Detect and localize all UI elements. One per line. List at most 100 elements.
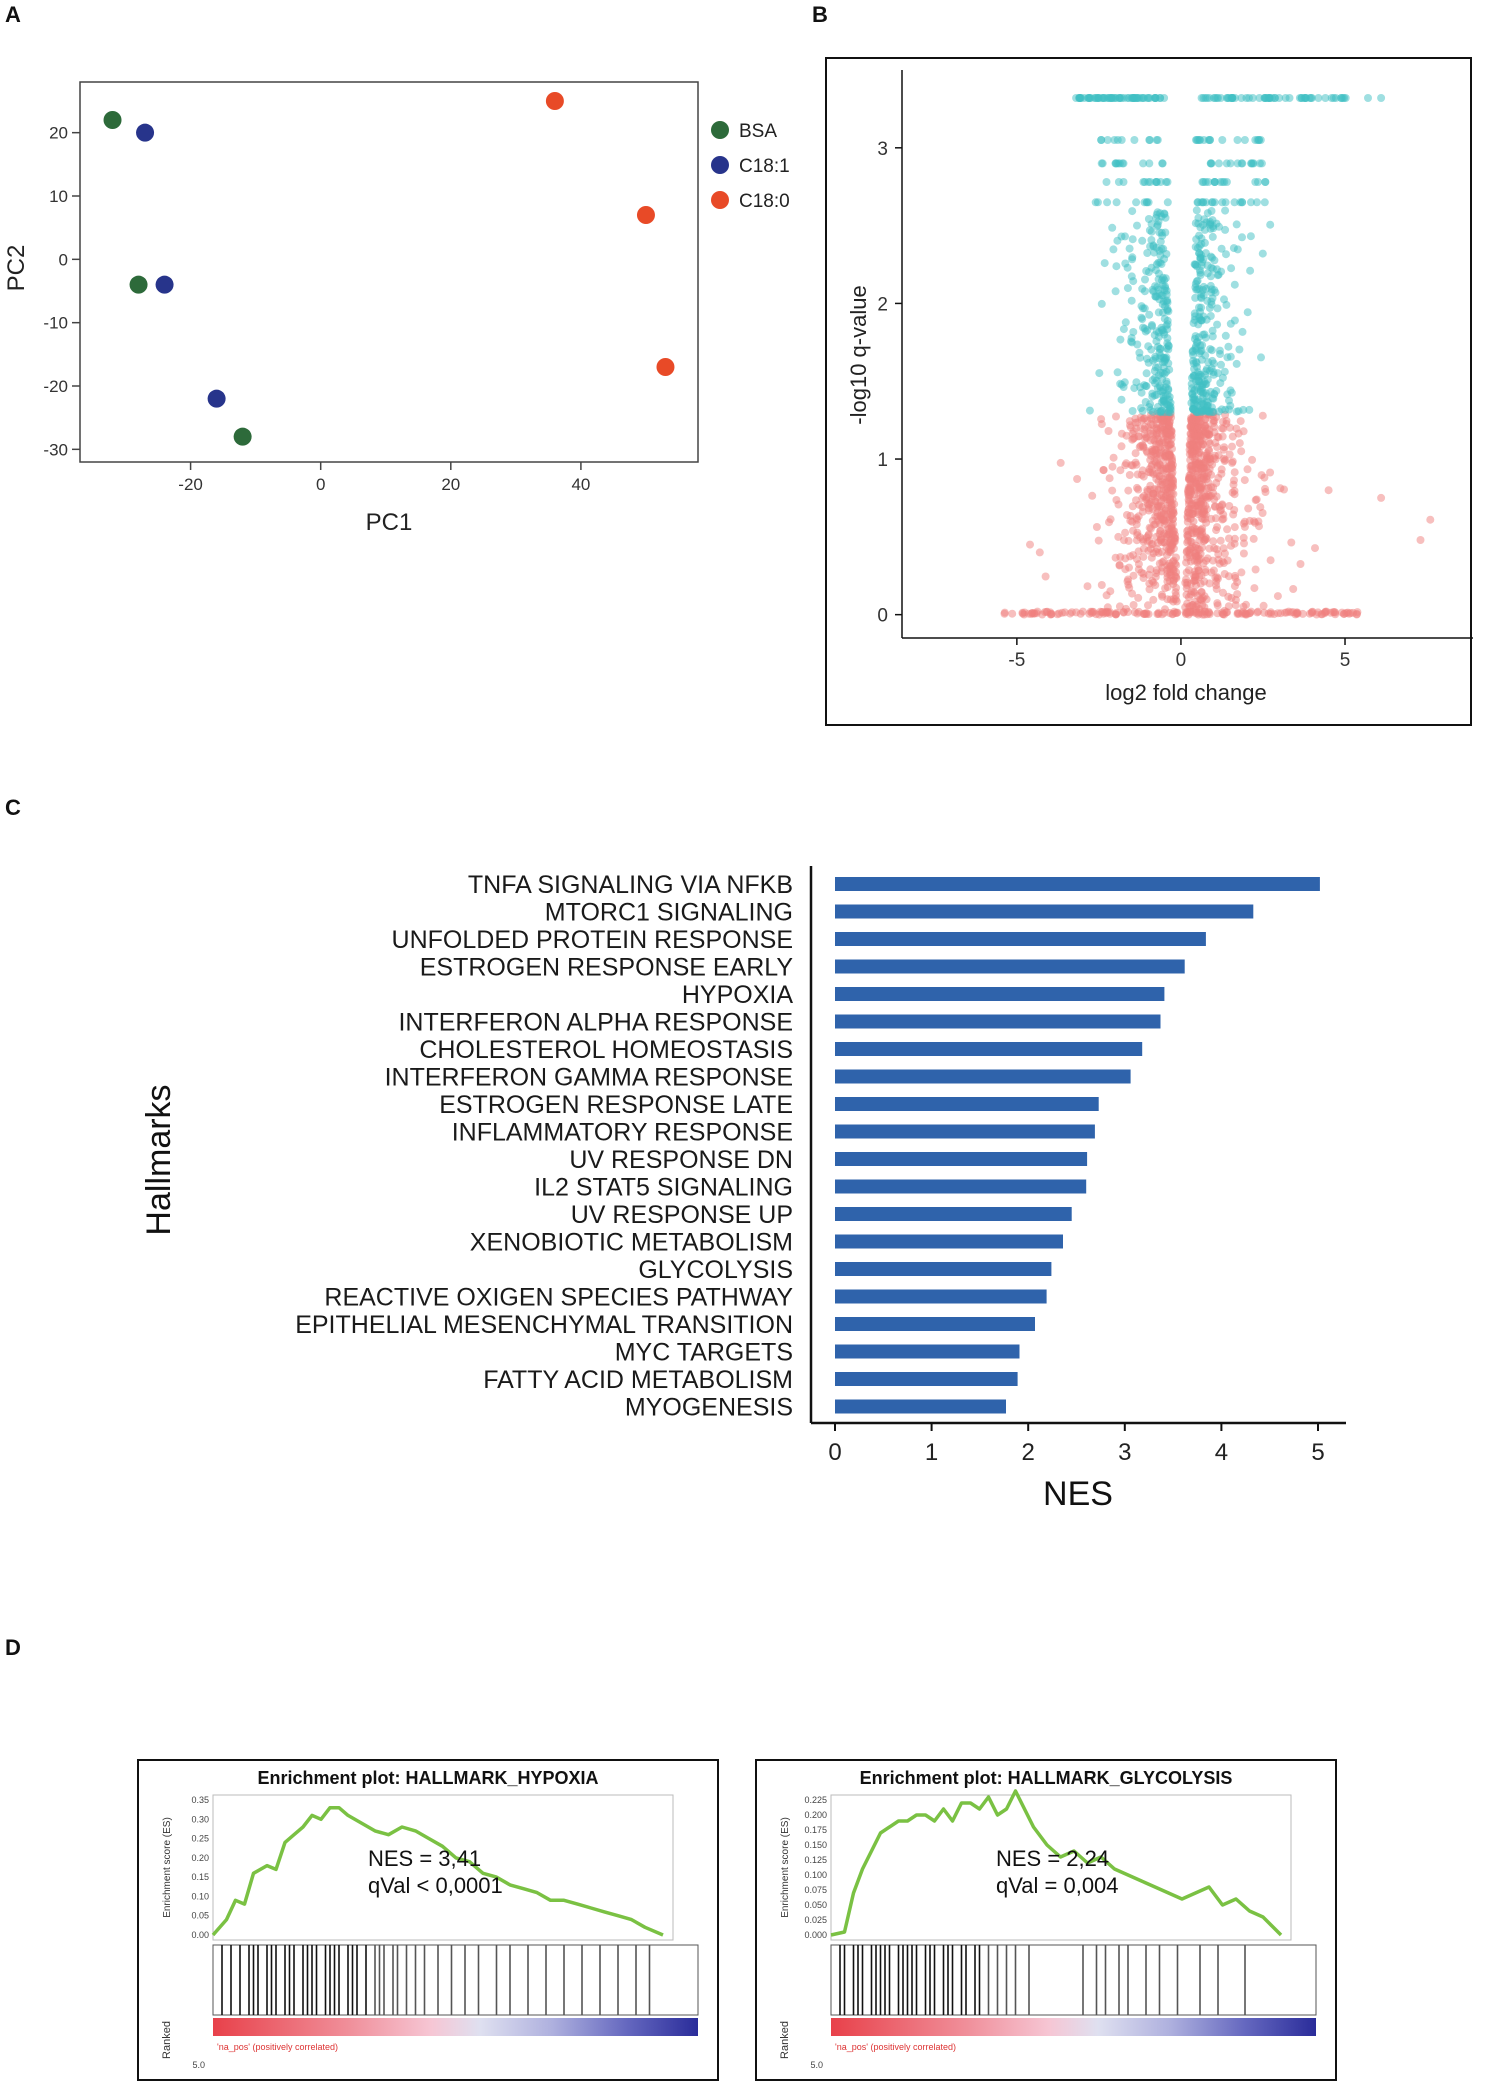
volcano-point-nonsig	[1116, 466, 1125, 475]
volcano-point-sig	[1214, 407, 1223, 416]
volcano-point-nonsig	[1236, 417, 1245, 426]
volcano-point-sig	[1075, 94, 1084, 102]
volcano-point-nonsig	[1072, 608, 1081, 617]
volcano-point-sig	[1158, 300, 1167, 309]
volcano-point-sig	[1129, 328, 1138, 336]
nes-bars	[835, 877, 1320, 1414]
volcano-point-sig	[1103, 136, 1112, 144]
volcano-point-nonsig	[1078, 607, 1087, 616]
volcano-point-sig	[1192, 377, 1200, 386]
nes-bar	[835, 1042, 1143, 1056]
nes-bar	[835, 1289, 1047, 1304]
volcano-point-nonsig	[1321, 608, 1330, 617]
nes-bar	[835, 904, 1254, 919]
volcano-point-nonsig	[1132, 536, 1141, 545]
panel-label-d: D	[5, 1635, 21, 1660]
volcano-point-sig	[1128, 94, 1137, 102]
volcano-point-sig	[1213, 320, 1222, 329]
volcano-point-sig	[1112, 262, 1121, 271]
volcano-point-sig	[1206, 252, 1215, 261]
pca-axis-ticks: -20 0 20 40 -30 -20 -10 0 10 20	[43, 124, 590, 494]
volcano-point-sig	[1163, 198, 1172, 207]
volcano-point-nonsig	[1280, 485, 1288, 494]
nes-bar	[835, 959, 1185, 974]
volcano-point-sig	[1152, 214, 1160, 222]
volcano-point-nonsig	[1147, 415, 1156, 424]
volcano-point-sig	[1197, 198, 1206, 207]
volcano-point-nonsig	[1234, 429, 1243, 438]
volcano-point-sig	[1192, 206, 1201, 215]
volcano-point-sig	[1147, 263, 1156, 272]
volcano-point-sig	[1204, 136, 1213, 144]
volcano-point-sig	[1103, 198, 1112, 207]
volcano-point-nonsig	[1042, 607, 1051, 616]
volcano-point-nonsig	[1123, 511, 1131, 519]
volcano-point-sig	[1163, 316, 1172, 325]
volcano-point-nonsig	[1129, 601, 1138, 609]
volcano-point-sig	[1257, 353, 1265, 362]
volcano-point-nonsig	[1296, 560, 1305, 568]
nes-category-label: GLYCOLYSIS	[638, 1256, 793, 1284]
volcano-point-sig	[1163, 305, 1172, 314]
volcano-point-nonsig	[1205, 544, 1214, 553]
volcano-point-sig	[1097, 159, 1106, 168]
volcano-point-nonsig	[1128, 461, 1137, 470]
volcano-point-sig	[1156, 344, 1165, 353]
pca-x-tick-label: -20	[178, 475, 203, 494]
volcano-point-nonsig	[1167, 521, 1176, 530]
volcano-point-sig	[1108, 223, 1117, 232]
volcano-point-sig	[1097, 136, 1106, 144]
volcano-point-sig	[1221, 225, 1230, 234]
volcano-point-sig	[1199, 388, 1208, 397]
volcano-point-nonsig	[1190, 423, 1199, 431]
nes-bar	[835, 1317, 1035, 1331]
nes-category-label: INTERFERON GAMMA RESPONSE	[385, 1064, 793, 1092]
volcano-point-nonsig	[1125, 417, 1134, 426]
volcano-point-nonsig	[1066, 609, 1075, 618]
volcano-point-nonsig	[1266, 556, 1275, 565]
volcano-point-nonsig	[1197, 464, 1206, 473]
pca-legend-label: C18:0	[739, 191, 790, 212]
volcano-point-sig	[1222, 250, 1230, 259]
volcano-point-sig	[1220, 295, 1228, 304]
volcano-point-sig	[1155, 269, 1163, 278]
volcano-point-nonsig	[1008, 609, 1017, 618]
volcano-point-sig	[1329, 94, 1338, 102]
glycolysis-es-box	[830, 1794, 1292, 1941]
volcano-point-nonsig	[1153, 493, 1162, 502]
nes-category-label: REACTIVE OXIGEN SPECIES PATHWAY	[324, 1284, 793, 1312]
volcano-point-nonsig	[1229, 510, 1238, 519]
volcano-point-nonsig	[1377, 493, 1386, 502]
volcano-point-sig	[1132, 378, 1141, 387]
volcano-point-nonsig	[1223, 608, 1232, 617]
volcano-points	[1000, 94, 1435, 619]
pca-legend: BSA C18:1 C18:0	[711, 121, 790, 212]
volcano-point-nonsig	[1216, 536, 1225, 545]
volcano-point-nonsig	[1201, 427, 1210, 436]
volcano-point-sig	[1202, 367, 1210, 376]
volcano-point-sig	[1154, 332, 1163, 341]
volcano-point-sig	[1113, 368, 1122, 377]
volcano-point-nonsig	[1225, 534, 1233, 543]
pca-plot-frame	[79, 81, 699, 463]
volcano-point-sig	[1233, 245, 1242, 254]
volcano-point-sig	[1090, 94, 1099, 102]
volcano-point-nonsig	[1149, 470, 1158, 479]
volcano-point-nonsig	[1217, 465, 1226, 474]
volcano-point-sig	[1252, 198, 1261, 207]
volcano-point-nonsig	[1211, 502, 1219, 511]
enrichment-plot-glycolysis: Enrichment plot: HALLMARK_GLYCOLYSIS 0.00…	[755, 1759, 1337, 2081]
pca-legend-swatch	[711, 191, 729, 209]
volcano-point-nonsig	[1167, 474, 1176, 483]
volcano-point-sig	[1142, 382, 1151, 391]
nes-bar	[835, 1399, 1006, 1414]
volcano-point-nonsig	[1106, 609, 1114, 618]
volcano-point-nonsig	[1213, 599, 1222, 608]
volcano-point-nonsig	[1132, 555, 1141, 564]
volcano-point-nonsig	[1219, 588, 1227, 597]
volcano-point-sig	[1139, 159, 1148, 168]
volcano-point-sig	[1121, 232, 1129, 241]
volcano-point-nonsig	[1199, 515, 1207, 524]
volcano-point-sig	[1192, 235, 1201, 244]
volcano-point-nonsig	[1345, 609, 1354, 618]
